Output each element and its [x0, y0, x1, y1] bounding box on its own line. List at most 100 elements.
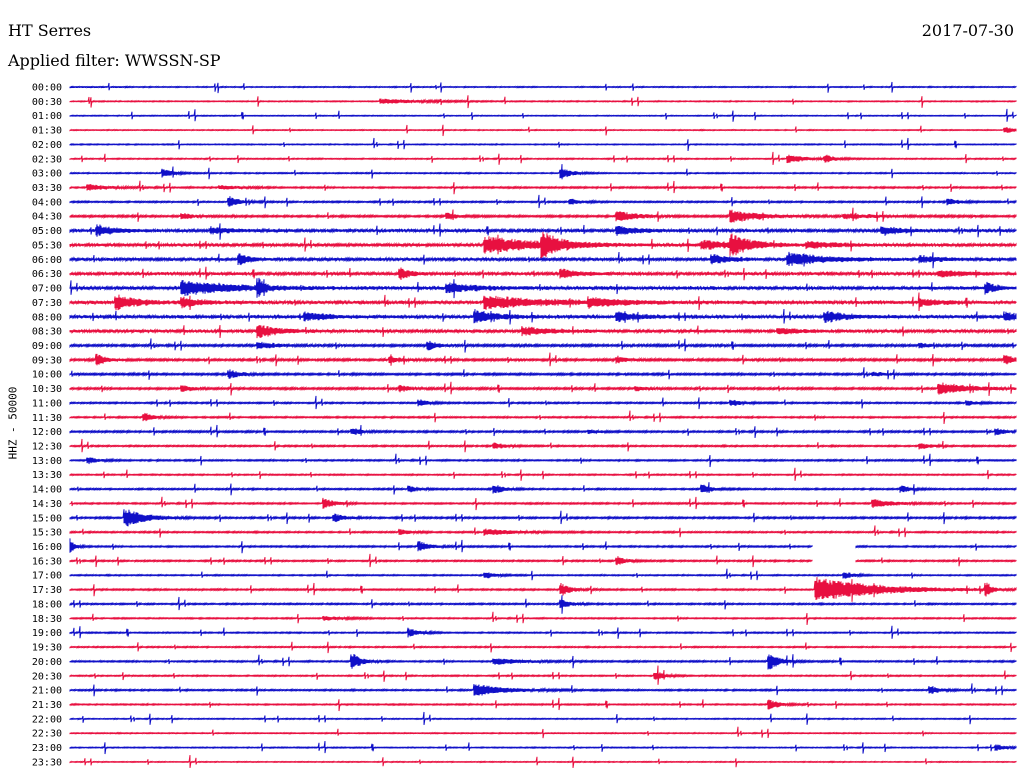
- time-tick-label: 04:30: [32, 212, 62, 223]
- seismic-trace: [69, 509, 1017, 527]
- seismic-trace: [69, 325, 1017, 339]
- time-tick-label: 15:00: [32, 513, 62, 524]
- seismic-trace: [69, 683, 1017, 697]
- seismic-trace: [69, 711, 1017, 725]
- time-tick-label: 11:00: [32, 398, 62, 409]
- seismic-trace: [69, 137, 1017, 151]
- seismic-trace: [69, 726, 1017, 739]
- time-tick-label: 16:30: [32, 556, 62, 567]
- seismic-trace: [69, 223, 1017, 240]
- time-tick-label: 23:00: [32, 743, 62, 754]
- seismic-trace: [69, 292, 1017, 311]
- time-tick-label: 22:30: [32, 729, 62, 740]
- time-tick-label: 22:00: [32, 714, 62, 725]
- seismic-trace: [69, 164, 1017, 180]
- time-tick-label: 01:00: [32, 111, 62, 122]
- seismic-trace: [69, 231, 1017, 259]
- time-tick-label: 03:30: [32, 183, 62, 194]
- time-tick-label: 05:00: [32, 226, 62, 237]
- seismic-trace: [69, 151, 1017, 165]
- time-tick-label: 18:00: [32, 599, 62, 610]
- seismic-trace: [69, 741, 1017, 755]
- time-tick-label: 04:00: [32, 197, 62, 208]
- time-tick-label: 02:00: [32, 140, 62, 151]
- time-tick-label: 10:30: [32, 384, 62, 395]
- seismic-trace: [69, 538, 1017, 554]
- time-tick-label: 12:30: [32, 442, 62, 453]
- time-tick-label: 08:00: [32, 312, 62, 323]
- seismic-trace: [69, 251, 1017, 269]
- seismic-trace: [69, 577, 1017, 602]
- seismic-trace: [69, 496, 1017, 511]
- seismic-trace: [69, 367, 1017, 380]
- time-tick-label: 18:30: [32, 614, 62, 625]
- time-tick-label: 03:00: [32, 169, 62, 180]
- seismic-trace: [69, 553, 1017, 568]
- filter-label: Applied filter: WWSSN-SP: [8, 51, 221, 70]
- seismic-trace: [69, 81, 1017, 94]
- seismic-trace: [69, 755, 1017, 768]
- seismic-trace: [69, 266, 1017, 281]
- seismic-trace: [69, 568, 1017, 581]
- time-tick-label: 06:00: [32, 255, 62, 266]
- time-tick-label: 17:30: [32, 585, 62, 596]
- seismic-trace: [69, 453, 1017, 468]
- time-tick-label: 13:00: [32, 456, 62, 467]
- time-tick-label: 09:00: [32, 341, 62, 352]
- seismic-trace: [69, 653, 1017, 670]
- seismic-trace: [69, 467, 1017, 481]
- time-tick-label: 17:00: [32, 571, 62, 582]
- time-tick-label: 00:30: [32, 97, 62, 108]
- time-tick-label: 07:00: [32, 284, 62, 295]
- seismic-trace: [69, 207, 1017, 223]
- seismic-trace: [69, 95, 1017, 109]
- seismic-trace: [69, 625, 1017, 639]
- time-tick-label: 15:30: [32, 528, 62, 539]
- seismic-trace: [69, 697, 1017, 712]
- time-tick-label: 21:30: [32, 700, 62, 711]
- seismic-trace: [69, 641, 1017, 654]
- time-tick-label: 19:30: [32, 643, 62, 654]
- time-tick-label: 14:30: [32, 499, 62, 510]
- seismic-trace: [69, 482, 1017, 496]
- seismic-trace: [69, 108, 1017, 122]
- seismic-trace: [69, 665, 1017, 685]
- seismic-trace: [69, 424, 1017, 438]
- time-tick-label: 09:30: [32, 355, 62, 366]
- seismic-trace: [69, 525, 1017, 538]
- time-tick-label: 20:00: [32, 657, 62, 668]
- time-tick-label: 05:30: [32, 240, 62, 251]
- time-tick-label: 13:30: [32, 470, 62, 481]
- seismic-trace: [69, 180, 1017, 195]
- seismic-trace: [69, 352, 1017, 367]
- time-tick-label: 11:30: [32, 413, 62, 424]
- time-tick-label: 10:00: [32, 370, 62, 381]
- seismic-trace: [69, 277, 1017, 299]
- record-date: 2017-07-30: [921, 21, 1014, 40]
- seismic-trace: [69, 194, 1017, 209]
- station-name: HT Serres: [8, 21, 92, 40]
- seismic-trace: [69, 438, 1017, 453]
- time-tick-label: 00:00: [32, 83, 62, 94]
- seismic-trace: [69, 395, 1017, 410]
- seismic-trace: [69, 338, 1017, 353]
- time-tick-label: 02:30: [32, 154, 62, 165]
- time-tick-label: 21:00: [32, 686, 62, 697]
- time-tick-label: 14:00: [32, 485, 62, 496]
- time-tick-label: 12:00: [32, 427, 62, 438]
- time-tick-label: 16:00: [32, 542, 62, 553]
- time-tick-label: 06:30: [32, 269, 62, 280]
- seismic-trace: [69, 595, 1017, 614]
- seismic-trace: [69, 381, 1017, 396]
- seismic-trace: [69, 611, 1017, 625]
- time-tick-label: 20:30: [32, 671, 62, 682]
- time-tick-label: 08:30: [32, 327, 62, 338]
- time-tick-label: 07:30: [32, 298, 62, 309]
- seismic-trace: [69, 410, 1017, 424]
- seismic-trace: [69, 309, 1017, 325]
- seismic-trace: [69, 124, 1017, 137]
- time-tick-label: 19:00: [32, 628, 62, 639]
- time-tick-label: 01:30: [32, 126, 62, 137]
- time-tick-label: 23:30: [32, 757, 62, 768]
